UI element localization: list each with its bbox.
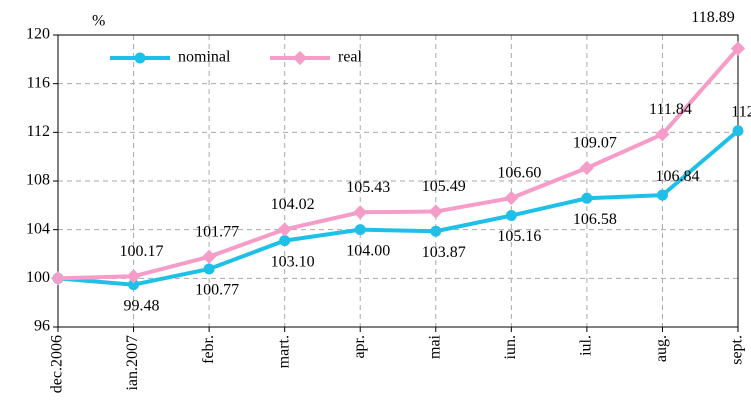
point xyxy=(428,204,443,219)
point xyxy=(353,205,368,220)
data-label: 103.87 xyxy=(422,244,466,261)
point xyxy=(505,210,517,222)
x-tick-label: apr. xyxy=(351,335,368,359)
series-line xyxy=(57,129,740,287)
point xyxy=(730,41,746,56)
data-label: 106.84 xyxy=(655,168,699,185)
x-tick-label: dec.2006 xyxy=(49,335,66,393)
y-tick-label: 120 xyxy=(26,26,50,43)
data-label: 105.49 xyxy=(422,178,466,195)
x-tick-label: sept. xyxy=(729,335,746,365)
point xyxy=(655,127,670,142)
legend-marker xyxy=(292,50,308,66)
point xyxy=(430,225,442,237)
plot-frame xyxy=(57,34,739,328)
x-tick-label: iul. xyxy=(578,335,595,356)
data-label: 105.16 xyxy=(497,228,541,245)
point xyxy=(50,271,66,286)
data-label: 104.02 xyxy=(271,196,315,213)
data-label: 111.84 xyxy=(649,101,692,118)
y-axis-label: % xyxy=(92,13,105,30)
data-label: 105.43 xyxy=(346,179,390,196)
point xyxy=(277,222,292,237)
data-label: 103.10 xyxy=(271,253,315,270)
y-tick-label: 116 xyxy=(27,74,50,91)
y-tick-label: 112 xyxy=(27,123,50,140)
x-tick-label: iun. xyxy=(502,335,519,359)
legend-marker xyxy=(134,52,146,64)
point xyxy=(732,125,744,137)
x-tick-label: ian.2007 xyxy=(124,335,141,391)
data-label: 106.60 xyxy=(497,165,541,182)
data-label: 112.13 xyxy=(731,103,751,120)
data-label: 100.77 xyxy=(195,282,239,299)
x-tick-label: mai xyxy=(426,334,443,359)
point xyxy=(202,249,217,264)
y-tick-label: 96 xyxy=(34,318,50,335)
point xyxy=(128,279,140,291)
data-label: 118.89 xyxy=(691,9,734,26)
point xyxy=(203,263,215,275)
point xyxy=(581,192,593,204)
point xyxy=(126,269,141,284)
data-label: 100.17 xyxy=(120,243,164,260)
x-tick-label: aug. xyxy=(653,335,670,362)
point xyxy=(579,160,594,176)
point xyxy=(656,189,668,201)
y-tick-label: 108 xyxy=(26,172,50,189)
data-label: 106.58 xyxy=(573,211,617,228)
legend-label: nominal xyxy=(178,49,231,66)
data-label: 99.48 xyxy=(124,297,160,314)
point xyxy=(504,190,519,206)
data-label: 104.00 xyxy=(346,242,390,259)
series-line xyxy=(57,47,740,281)
x-tick-label: febr. xyxy=(200,335,217,364)
legend-label: real xyxy=(338,49,363,66)
data-label: 101.77 xyxy=(195,223,239,240)
point xyxy=(279,235,291,247)
point xyxy=(354,224,366,236)
x-tick-label: mart. xyxy=(275,335,292,368)
y-tick-label: 104 xyxy=(26,220,50,237)
data-label: 109.07 xyxy=(573,135,617,152)
y-tick-label: 100 xyxy=(26,269,50,286)
